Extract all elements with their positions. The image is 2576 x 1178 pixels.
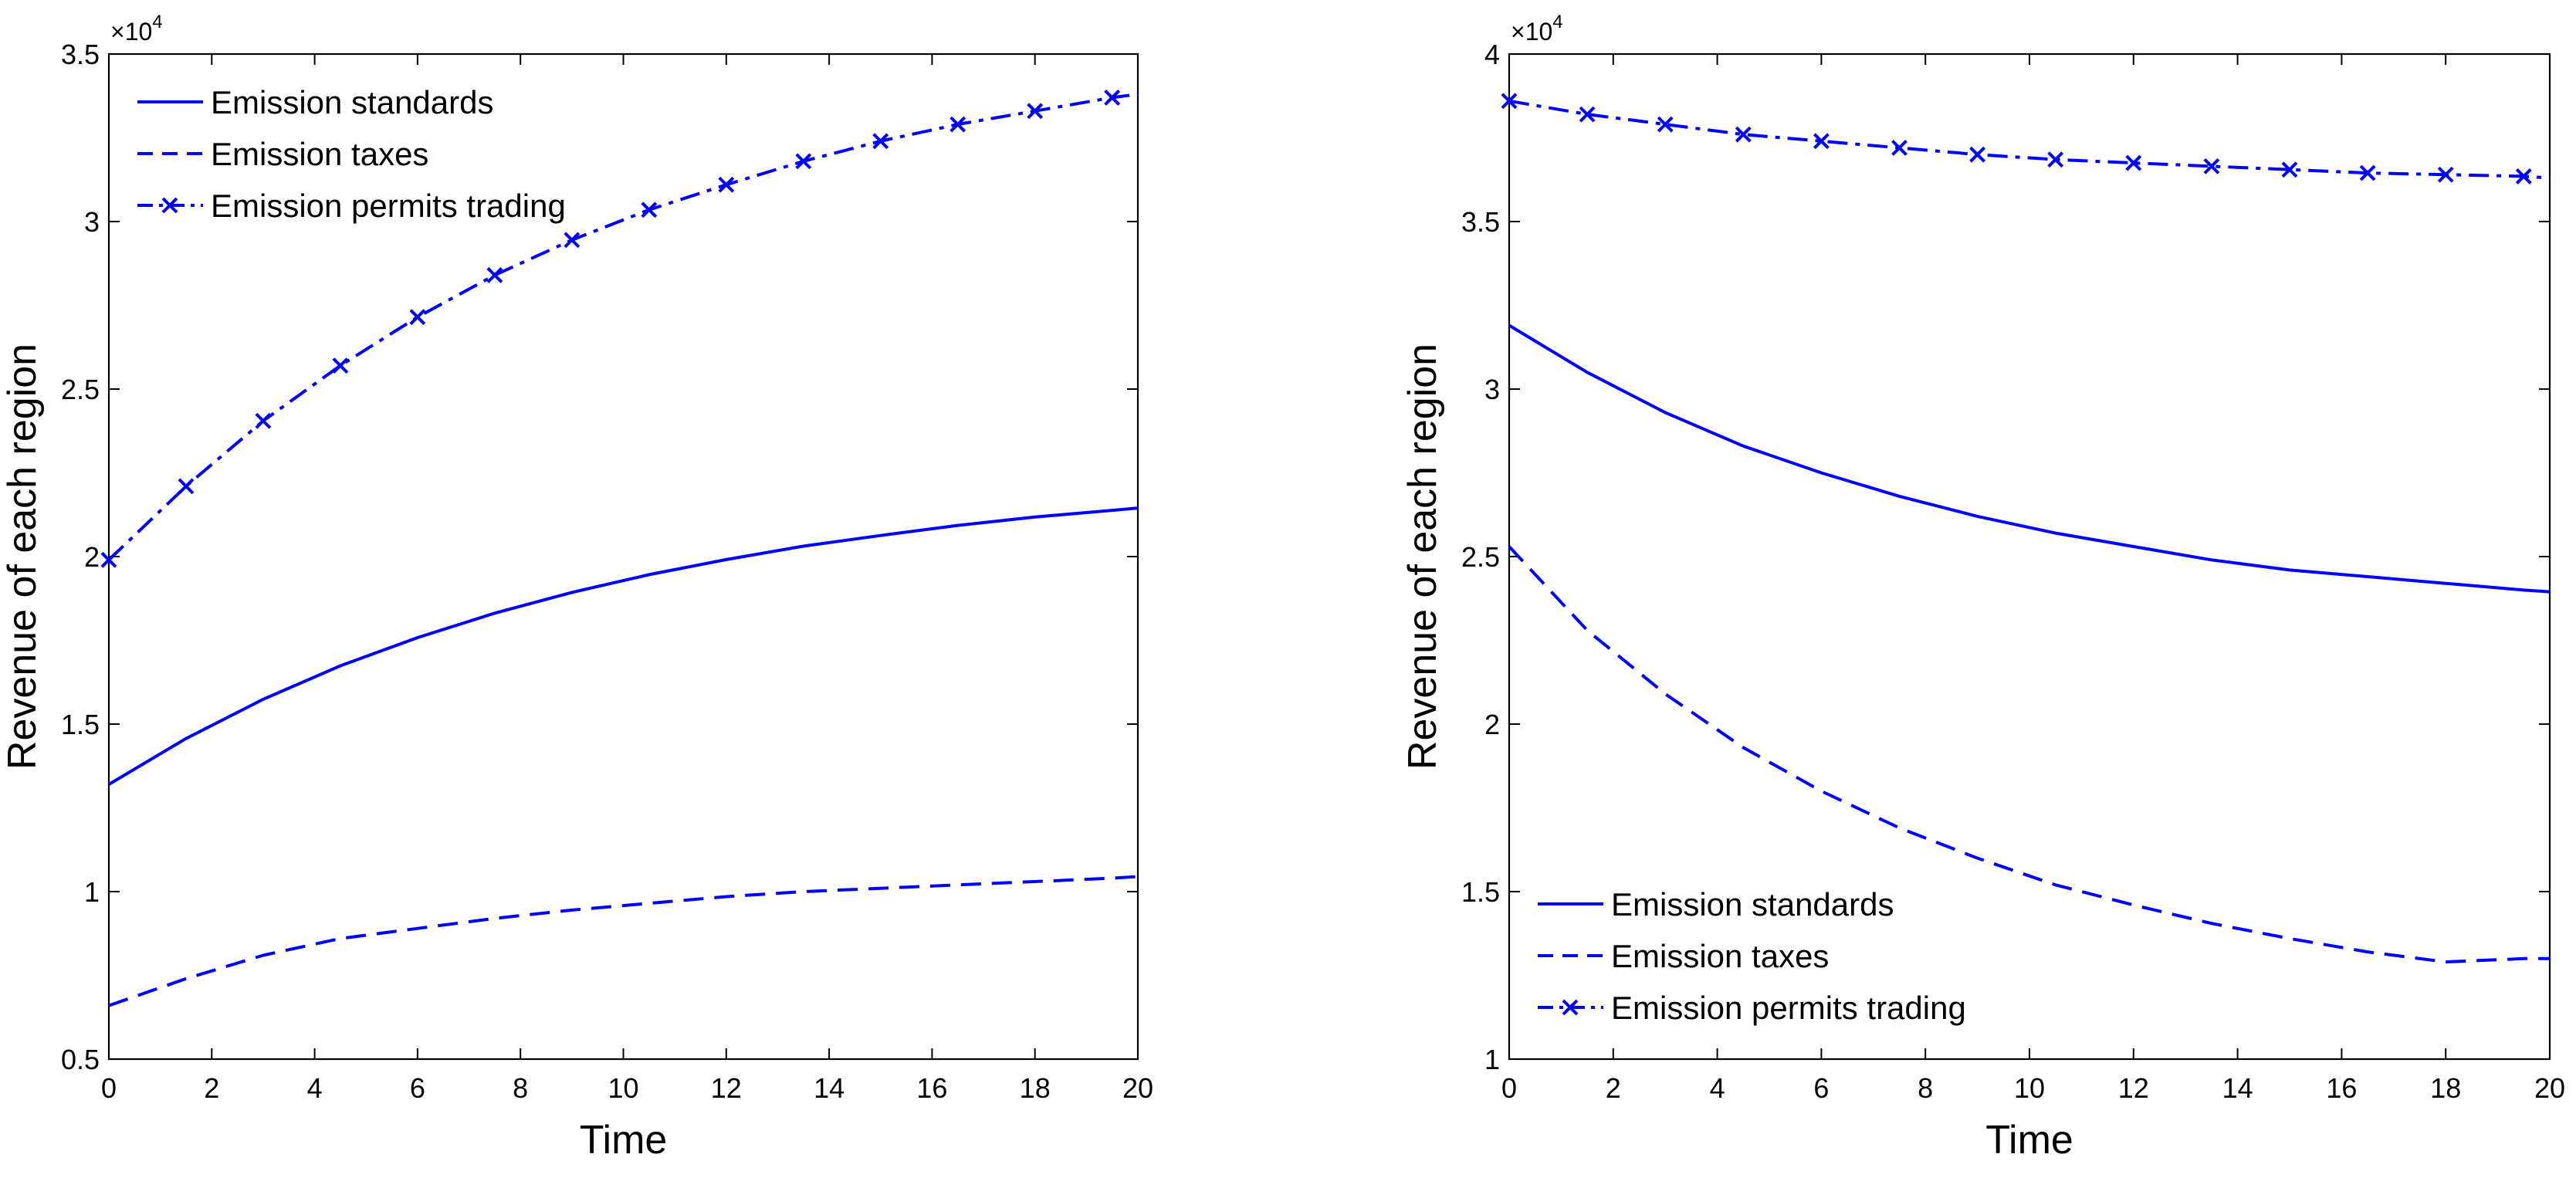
- series-line-emission-standards: [107, 506, 1139, 786]
- x-tick-label: 4: [307, 1072, 323, 1104]
- y-tick-label: 1.5: [1461, 876, 1500, 908]
- x-tick-label: 6: [1813, 1072, 1829, 1104]
- data-point-marker: [1104, 90, 1121, 106]
- legend-entry-label: Emission permits trading: [1611, 990, 1966, 1026]
- data-point-marker: [1579, 106, 1596, 123]
- y-tick-label: 1: [1484, 1044, 1500, 1075]
- x-tick-label: 12: [711, 1072, 742, 1104]
- x-tick-label: 18: [1020, 1072, 1051, 1104]
- legend-entry-label: Emission standards: [1611, 886, 1894, 922]
- data-point-marker: [718, 176, 735, 193]
- data-point-marker: [564, 232, 581, 249]
- x-axis-label: Time: [1985, 1118, 2073, 1163]
- x-tick-label: 16: [916, 1072, 947, 1104]
- data-point-marker: [1027, 103, 1044, 120]
- y-axis-exponent: ×104: [1511, 12, 1563, 46]
- data-point-marker: [2437, 166, 2454, 183]
- x-tick-label: 8: [1918, 1072, 1933, 1104]
- x-tick-label: 10: [2014, 1072, 2045, 1104]
- data-point-marker: [949, 116, 966, 133]
- x-tick-label: 12: [2118, 1072, 2149, 1104]
- x-axis-label: Time: [580, 1118, 668, 1163]
- data-point-marker: [1657, 116, 1674, 133]
- data-point-marker: [2515, 168, 2532, 184]
- legend-entry-label: Emission standards: [211, 84, 494, 120]
- x-tick-label: 18: [2430, 1072, 2461, 1104]
- y-tick-label: 1.5: [61, 709, 100, 740]
- data-point-marker: [795, 153, 812, 170]
- x-tick-label: 0: [101, 1072, 117, 1104]
- data-point-marker: [1501, 93, 1518, 110]
- legend: Emission standards Emission taxes Emission…: [1538, 886, 1966, 1026]
- data-point-marker: [100, 551, 117, 568]
- x-tick-label: 0: [1501, 1072, 1517, 1104]
- y-tick-label: 0.5: [61, 1044, 100, 1075]
- y-axis-multiplier: ×10: [1511, 18, 1552, 46]
- data-point-marker: [1891, 140, 1907, 156]
- left-chart-panel: 0 2 4 6 8 10 12 14 16 18 200.511.522.533.5×104Time…: [0, 12, 1153, 1163]
- x-tick-label: 14: [814, 1072, 845, 1104]
- series-line-emission-permits-trading: [1508, 99, 2551, 180]
- legend-entry-label: Emission taxes: [1611, 938, 1829, 974]
- data-point-marker: [2281, 161, 2298, 178]
- x-tick-label: 6: [410, 1072, 425, 1104]
- y-axis-exponent-power: 4: [1552, 12, 1562, 32]
- y-axis-label: Revenue of each region: [1400, 344, 1445, 770]
- legend-marker: [1562, 999, 1579, 1016]
- y-tick-label: 3: [84, 206, 100, 238]
- x-tick-label: 20: [1122, 1072, 1153, 1104]
- data-point-marker: [409, 309, 426, 326]
- data-point-marker: [2047, 151, 2064, 168]
- data-point-marker: [255, 412, 272, 429]
- legend: Emission standards Emission taxes Emission…: [137, 84, 566, 224]
- y-tick-label: 1: [84, 876, 100, 908]
- x-tick-label: 2: [204, 1072, 219, 1104]
- series-line-emission-taxes: [108, 875, 1139, 1007]
- series-line-emission-standards: [1508, 323, 2551, 594]
- data-point-marker: [486, 267, 503, 283]
- y-tick-label: 2: [1484, 709, 1500, 740]
- data-point-marker: [1735, 126, 1752, 143]
- x-tick-label: 10: [608, 1072, 638, 1104]
- y-tick-label: 3: [1484, 374, 1500, 405]
- legend-entry-label: Emission taxes: [211, 136, 428, 172]
- x-tick-label: 2: [1606, 1072, 1621, 1104]
- y-tick-label: 2: [84, 541, 100, 573]
- y-tick-label: 2.5: [61, 374, 100, 405]
- y-axis-multiplier: ×10: [110, 18, 152, 46]
- data-point-marker: [1969, 146, 1986, 163]
- x-tick-label: 14: [2222, 1072, 2253, 1104]
- x-tick-label: 16: [2326, 1072, 2357, 1104]
- y-tick-label: 3.5: [61, 39, 100, 70]
- x-tick-label: 8: [513, 1072, 528, 1104]
- data-point-marker: [2125, 154, 2142, 171]
- data-point-marker: [872, 133, 889, 150]
- legend-entry-label: Emission permits trading: [211, 188, 566, 224]
- data-point-marker: [2203, 157, 2220, 174]
- y-tick-label: 3.5: [1461, 206, 1500, 238]
- right-chart-panel: 0 2 4 6 8 10 12 14 16 18 2011.522.533.54×104TimeRe…: [1400, 12, 2565, 1163]
- x-tick-label: 20: [2534, 1072, 2565, 1104]
- y-tick-label: 4: [1484, 39, 1500, 70]
- y-axis-exponent-power: 4: [152, 12, 162, 32]
- data-point-marker: [178, 478, 195, 495]
- y-tick-label: 2.5: [1461, 541, 1500, 573]
- legend-marker: [161, 197, 178, 214]
- y-axis-exponent: ×104: [110, 12, 163, 46]
- data-point-marker: [1813, 133, 1830, 150]
- series-line-emission-taxes: [1508, 545, 2550, 964]
- data-point-marker: [2359, 164, 2376, 181]
- x-tick-label: 4: [1710, 1072, 1725, 1104]
- data-point-marker: [641, 201, 658, 218]
- data-point-marker: [332, 357, 349, 374]
- y-axis-label: Revenue of each region: [0, 344, 45, 770]
